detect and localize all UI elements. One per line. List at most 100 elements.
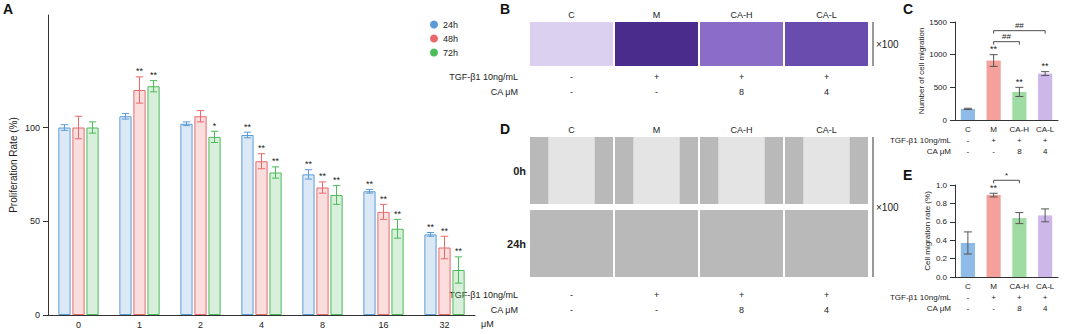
svg-text:**: ** [380,194,388,204]
svg-text:**: ** [319,171,327,181]
svg-text:**: ** [366,179,374,189]
svg-text:**: ** [136,66,144,76]
svg-text:+: + [739,290,744,300]
svg-text:**: ** [990,44,998,54]
svg-text:μM: μM [481,319,494,329]
svg-text:-: - [570,305,573,315]
svg-text:24h: 24h [443,20,458,30]
svg-text:0.8: 0.8 [936,199,948,208]
svg-text:M: M [653,125,661,135]
svg-text:M: M [653,10,661,20]
svg-text:4: 4 [259,320,264,330]
svg-text:0: 0 [76,320,81,330]
svg-text:##: ## [1002,32,1011,41]
svg-text:**: ** [990,183,998,193]
svg-text:+: + [1017,136,1022,145]
svg-text:C: C [965,282,971,291]
svg-text:C: C [568,125,575,135]
svg-text:CA-L: CA-L [816,10,837,20]
svg-text:8: 8 [739,305,744,315]
svg-text:TGF-β1 10ng/mL: TGF-β1 10ng/mL [890,136,952,145]
svg-text:*: * [213,121,217,131]
svg-text:C: C [903,1,913,17]
svg-text:0.6: 0.6 [936,217,948,226]
svg-text:+: + [1017,293,1022,302]
svg-text:1: 1 [137,320,142,330]
svg-text:0: 0 [943,116,948,125]
svg-text:*: * [1005,171,1008,180]
svg-text:-: - [992,147,995,156]
svg-text:TGF-β1 10ng/mL: TGF-β1 10ng/mL [890,293,952,302]
svg-text:Proliferation Rate (%): Proliferation Rate (%) [8,117,19,213]
svg-text:CA μM: CA μM [491,87,518,97]
svg-text:8: 8 [739,87,744,97]
svg-text:CA-L: CA-L [1036,282,1055,291]
svg-text:**: ** [394,209,402,219]
svg-text:+: + [991,293,996,302]
svg-text:2: 2 [198,320,203,330]
svg-text:**: ** [272,156,280,166]
svg-text:4: 4 [1043,304,1048,313]
svg-text:4: 4 [824,305,829,315]
svg-text:+: + [1043,293,1048,302]
svg-text:72h: 72h [443,48,458,58]
svg-text:**: ** [150,70,158,80]
svg-text:CA-L: CA-L [816,125,837,135]
svg-text:CA-L: CA-L [1036,125,1055,134]
svg-text:-: - [570,72,573,82]
svg-text:**: ** [258,143,266,153]
svg-text:0.2: 0.2 [936,254,948,263]
svg-text:Cell migration rate (%): Cell migration rate (%) [923,191,932,271]
svg-text:-: - [570,290,573,300]
svg-text:-: - [967,304,970,313]
svg-text:-: - [655,305,658,315]
svg-text:-: - [967,136,970,145]
svg-text:500: 500 [934,83,948,92]
svg-text:CA-H: CA-H [1010,125,1030,134]
svg-text:1000: 1000 [929,50,947,59]
svg-text:8: 8 [1017,304,1022,313]
svg-text:1.0: 1.0 [936,181,948,190]
svg-text:24h: 24h [507,238,526,250]
svg-text:4: 4 [1043,147,1048,156]
svg-text:**: ** [333,175,341,185]
svg-text:Number of cell migration: Number of cell migration [917,28,926,115]
svg-text:+: + [739,72,744,82]
svg-text:**: ** [244,122,252,132]
svg-text:**: ** [305,159,313,169]
svg-text:8: 8 [1017,147,1022,156]
svg-text:A: A [3,1,13,17]
svg-text:CA-H: CA-H [1010,282,1030,291]
svg-text:CA-H: CA-H [731,125,753,135]
svg-text:CA μM: CA μM [927,147,952,156]
svg-text:**: ** [441,226,449,236]
svg-text:TGF-β1 10ng/mL: TGF-β1 10ng/mL [449,72,518,82]
svg-text:+: + [824,72,829,82]
svg-text:C: C [965,125,971,134]
svg-text:**: ** [1042,61,1050,71]
svg-text:CA μM: CA μM [927,304,952,313]
svg-text:0.0: 0.0 [936,273,948,282]
svg-text:+: + [654,290,659,300]
svg-text:-: - [967,293,970,302]
svg-text:32: 32 [439,320,449,330]
svg-text:48h: 48h [443,34,458,44]
svg-text:1500: 1500 [929,18,947,27]
svg-text:B: B [500,1,510,17]
svg-text:-: - [967,147,970,156]
svg-text:+: + [654,72,659,82]
svg-text:-: - [992,304,995,313]
svg-text:-: - [655,87,658,97]
svg-text:100: 100 [25,123,40,133]
svg-text:D: D [500,121,510,137]
svg-text:##: ## [1015,21,1024,30]
svg-text:0.4: 0.4 [936,236,948,245]
svg-text:+: + [824,290,829,300]
svg-text:**: ** [1016,77,1024,87]
svg-text:E: E [903,167,912,183]
svg-text:**: ** [455,246,463,256]
svg-text:0h: 0h [513,165,526,177]
svg-text:8: 8 [320,320,325,330]
svg-text:0: 0 [35,310,40,320]
svg-text:16: 16 [378,320,388,330]
